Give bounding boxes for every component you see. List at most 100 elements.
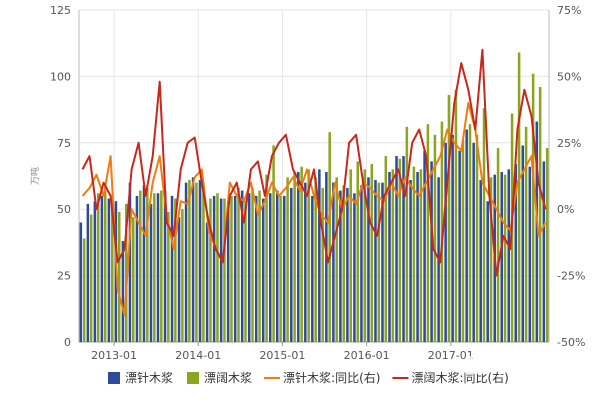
bar-needle (107, 198, 111, 342)
bar-broadleaf (167, 211, 170, 342)
bar-broadleaf (440, 121, 444, 342)
bar-broadleaf (230, 195, 233, 342)
bar-broadleaf (124, 203, 128, 342)
y-tick-label: 0 (64, 336, 71, 349)
bar-broadleaf (153, 193, 156, 342)
bar-needle (472, 142, 475, 342)
bar-needle (86, 203, 90, 342)
bar-broadleaf (82, 238, 86, 342)
bar-needle (261, 198, 265, 342)
bar-needle (128, 182, 132, 342)
legend-label[interactable]: 漂阔木浆 (204, 370, 252, 385)
bar-needle (191, 177, 195, 342)
x-tick-label: 2013-01 (91, 349, 137, 362)
bar-broadleaf (405, 126, 409, 342)
bar-broadleaf (412, 166, 416, 342)
bar-needle (528, 166, 532, 342)
bar-needle (444, 142, 447, 342)
bar-needle (184, 182, 188, 342)
bar-needle (332, 182, 335, 342)
bar-broadleaf (258, 190, 261, 342)
bar-broadleaf (426, 124, 430, 342)
bar-broadleaf (209, 198, 212, 342)
bar-needle (290, 187, 293, 342)
bar-broadleaf (391, 169, 395, 342)
bar-needle (535, 121, 539, 342)
bar-broadleaf (496, 148, 500, 342)
legend-swatch[interactable] (108, 372, 120, 384)
bar-broadleaf (370, 164, 374, 342)
bar-needle (268, 193, 272, 342)
line-series-broadleaf-yoy (81, 48, 547, 277)
bar-needle (121, 241, 125, 342)
legend-swatch[interactable] (187, 372, 200, 384)
bar-broadleaf (517, 52, 521, 342)
bar-needle (388, 172, 391, 342)
bar-broadleaf (482, 108, 486, 342)
bar-broadleaf (202, 182, 205, 342)
bar-needle (254, 195, 258, 342)
bar-needle (521, 145, 525, 342)
bar-needle (479, 179, 482, 342)
bar-broadleaf (335, 177, 338, 342)
bar-needle (170, 195, 174, 342)
bar-needle (276, 190, 279, 342)
bar-broadleaf (188, 179, 191, 342)
bar-needle (486, 201, 489, 342)
bar-broadleaf (293, 172, 296, 342)
bar-broadleaf (475, 134, 479, 342)
bar-broadleaf (117, 211, 121, 342)
x-tick-label: 2017-01 (428, 349, 474, 362)
bar-needle (451, 134, 454, 342)
bar-broadleaf (139, 190, 142, 342)
bar-needle (233, 195, 237, 342)
bar-broadleaf (531, 73, 535, 342)
bar-broadleaf (307, 169, 310, 342)
y2-tick-label: 0% (557, 203, 574, 216)
bar-broadleaf (321, 187, 324, 342)
bar-needle (367, 177, 370, 342)
bar-needle (149, 203, 153, 342)
watermark-text: 金十期货 (463, 350, 560, 378)
y-tick-label: 75 (57, 137, 71, 150)
bar-broadleaf (356, 161, 360, 342)
y2-tick-label: -50% (557, 336, 585, 349)
bar-broadleaf (146, 187, 149, 342)
y-tick-label: 125 (50, 4, 71, 17)
bar-needle (142, 185, 146, 342)
bar-needle (430, 161, 433, 342)
bar-needle (318, 169, 321, 342)
bar-broadleaf (454, 89, 458, 343)
bar-broadleaf (384, 156, 388, 342)
bar-broadleaf (216, 193, 219, 342)
bar-needle (135, 195, 139, 342)
bar-broadleaf (223, 198, 226, 342)
bar-broadleaf (489, 177, 493, 342)
y-tick-label: 25 (57, 270, 71, 283)
y2-tick-label: 25% (557, 137, 581, 150)
bar-broadleaf (538, 87, 542, 342)
bar-broadleaf (160, 190, 163, 342)
y2-tick-label: 50% (557, 70, 581, 83)
bar-needle (240, 190, 244, 342)
bar-broadleaf (279, 195, 282, 342)
bar-needle (374, 179, 377, 342)
bar-needle (360, 185, 363, 342)
bar-broadleaf (89, 214, 93, 342)
bar-needle (163, 190, 167, 342)
bar-needle (465, 129, 468, 342)
bar-needle (304, 182, 307, 342)
bar-needle (247, 193, 251, 342)
legend-label[interactable]: 漂针木浆:同比(右) (283, 370, 380, 385)
bar-needle (283, 195, 286, 342)
legend-label[interactable]: 漂针木浆 (125, 370, 173, 385)
bar-broadleaf (398, 158, 402, 342)
bar-broadleaf (244, 201, 247, 342)
bar-needle (542, 161, 546, 342)
legend-label[interactable]: 漂阔木浆:同比(右) (411, 370, 508, 385)
bar-broadleaf (110, 206, 114, 342)
bar-needle (409, 179, 412, 342)
bar-needle (219, 198, 223, 342)
